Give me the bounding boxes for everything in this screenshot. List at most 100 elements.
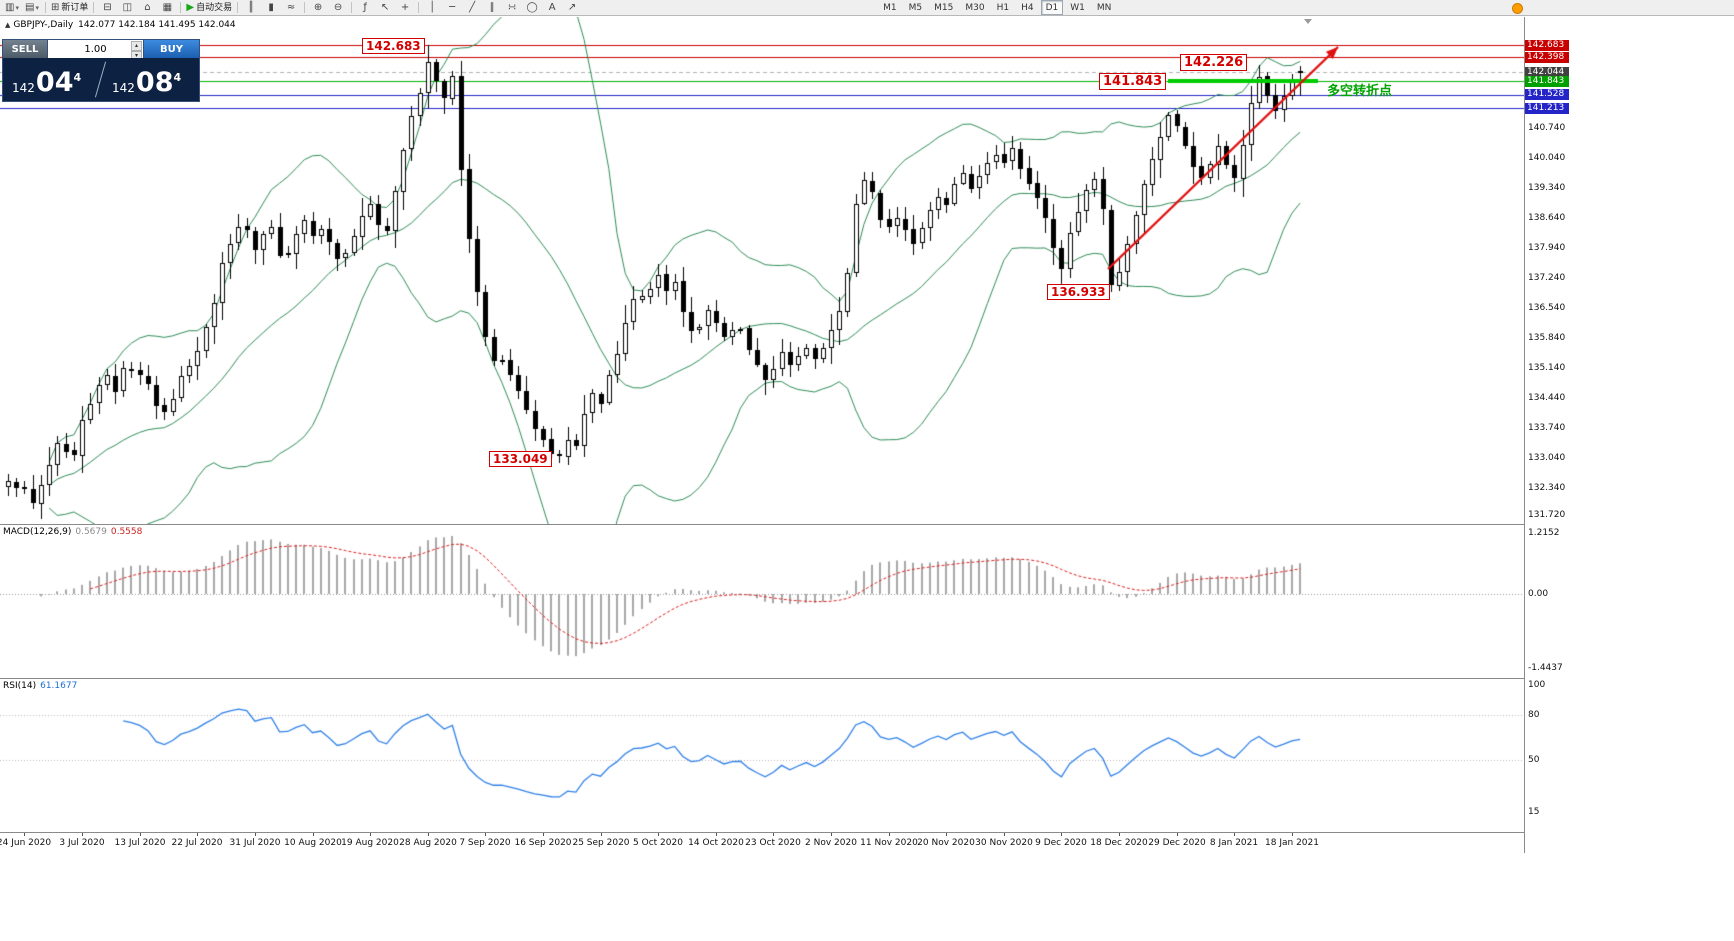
macd-panel[interactable] xyxy=(0,525,1524,678)
lot-increase-button[interactable]: ▴ xyxy=(131,41,142,51)
profiles-button[interactable]: ▤ ▾ xyxy=(22,1,42,15)
fibonacci-button[interactable]: ∺ xyxy=(502,1,522,15)
chevron-down-icon: ▾ xyxy=(35,3,39,12)
toolbar-separator xyxy=(304,2,306,13)
date-tick xyxy=(889,833,890,836)
timeframe-button-w1[interactable]: W1 xyxy=(1070,2,1085,13)
rsi-axis-label: 50 xyxy=(1528,754,1540,765)
ask-price-big: 08 xyxy=(135,67,174,98)
price-axis-label: 138.640 xyxy=(1528,213,1566,224)
bar-chart-icon: ║ xyxy=(248,1,255,13)
price-axis-label: 134.440 xyxy=(1528,393,1566,404)
price-label-recent-high[interactable]: 142.226 xyxy=(1180,54,1248,71)
main-chart[interactable] xyxy=(0,17,1524,524)
vertical-line-button[interactable]: │ xyxy=(422,1,442,15)
lot-size-field[interactable]: 1.00 ▴ ▾ xyxy=(47,40,144,61)
date-tick xyxy=(1177,833,1178,836)
panel-separator[interactable] xyxy=(0,832,1568,833)
date-tick xyxy=(197,833,198,836)
crosshair-button[interactable]: + xyxy=(395,1,415,15)
date-axis-label: 25 Sep 2020 xyxy=(572,838,630,848)
timeframe-button-h1[interactable]: H1 xyxy=(996,2,1010,13)
rsi-axis-label: 100 xyxy=(1528,679,1546,690)
price-axis[interactable]: 140.740 140.040 139.340 138.640 137.940 137.2… xyxy=(1524,17,1569,853)
price-label-swing-low[interactable]: 136.933 xyxy=(1047,284,1110,300)
new-chart-button[interactable]: ▥ ▾ xyxy=(2,1,22,15)
cursor-icon: ↖ xyxy=(380,1,390,13)
bid-price-big: 04 xyxy=(35,67,74,98)
terminal-icon: ▦ xyxy=(162,1,173,13)
buy-button[interactable]: BUY xyxy=(144,40,199,58)
channel-button[interactable]: ∥ xyxy=(482,1,502,15)
bid-price-pip: 4 xyxy=(73,71,82,84)
date-tick xyxy=(601,833,602,836)
rsi-panel[interactable] xyxy=(0,679,1524,832)
ask-price: 142 08 4 xyxy=(99,58,199,101)
navigator-button[interactable]: ⌂ xyxy=(137,1,157,15)
new-order-button[interactable]: ⊞ 新订单 xyxy=(49,1,90,15)
toolbar-separator xyxy=(351,2,353,13)
bar-chart-button[interactable]: ║ xyxy=(241,1,261,15)
timeframe-button-m30[interactable]: M30 xyxy=(965,2,985,13)
date-axis-label: 11 Nov 2020 xyxy=(860,838,918,848)
panel-separator[interactable] xyxy=(0,524,1568,525)
data-window-icon: ◫ xyxy=(122,1,133,13)
price-axis-label: 137.940 xyxy=(1528,243,1566,254)
channel-icon: ∥ xyxy=(489,1,495,13)
price-axis-label: 140.740 xyxy=(1528,123,1566,134)
timeframe-button-mn[interactable]: MN xyxy=(1096,2,1112,13)
timeframe-button-m1[interactable]: M1 xyxy=(883,2,897,13)
price-label-peak[interactable]: 142.683 xyxy=(362,38,425,54)
date-axis-label: 3 Jul 2020 xyxy=(59,838,105,848)
trendline-icon: ╱ xyxy=(469,1,476,13)
candle-chart-button[interactable]: ▮ xyxy=(261,1,281,15)
timeframe-button-m15[interactable]: M15 xyxy=(934,2,954,13)
panel-separator[interactable] xyxy=(0,678,1568,679)
text-button[interactable]: A xyxy=(542,1,562,15)
toolbar-separator xyxy=(93,2,95,13)
date-tick xyxy=(1004,833,1005,836)
indicators-button[interactable]: ƒ xyxy=(355,1,375,15)
timeframe-button-d1[interactable]: D1 xyxy=(1040,0,1064,15)
ellipse-button[interactable]: ◯ xyxy=(522,1,542,15)
price-label-support[interactable]: 141.843 xyxy=(1099,73,1167,90)
data-window-button[interactable]: ◫ xyxy=(117,1,137,15)
cursor-button[interactable]: ↖ xyxy=(375,1,395,15)
trendline-button[interactable]: ╱ xyxy=(462,1,482,15)
date-tick xyxy=(140,833,141,836)
date-axis-label: 2 Nov 2020 xyxy=(805,838,857,848)
toolbar-separator xyxy=(45,2,46,13)
ellipse-icon: ◯ xyxy=(526,1,538,13)
date-axis[interactable]: 24 Jun 2020 3 Jul 2020 13 Jul 2020 22 Jul 2… xyxy=(0,833,1524,853)
market-watch-button[interactable]: ⊟ xyxy=(97,1,117,15)
price-axis-label: 135.140 xyxy=(1528,363,1566,374)
timeframe-button-m5[interactable]: M5 xyxy=(908,2,923,13)
line-chart-icon: ≈ xyxy=(286,1,296,13)
price-axis-label: 133.040 xyxy=(1528,453,1566,464)
date-axis-label: 5 Oct 2020 xyxy=(633,838,683,848)
lot-size-value[interactable]: 1.00 xyxy=(84,43,107,55)
macd-label: MACD(12,26,9) 0.5679 0.5558 xyxy=(3,527,142,537)
date-axis-label: 20 Nov 2020 xyxy=(917,838,975,848)
line-chart-button[interactable]: ≈ xyxy=(281,1,301,15)
horizontal-line-icon: ─ xyxy=(449,1,456,13)
turning-point-text[interactable]: 多空转折点 xyxy=(1327,84,1393,99)
date-axis-label: 10 Aug 2020 xyxy=(284,838,342,848)
zoom-out-button[interactable]: ⊖ xyxy=(328,1,348,15)
price-label-bottom[interactable]: 133.049 xyxy=(489,451,552,467)
autotrading-button[interactable]: ▶ 自动交易 xyxy=(184,1,234,15)
arrow-tool-button[interactable]: ↗ xyxy=(562,1,582,15)
zoom-in-button[interactable]: ⊕ xyxy=(308,1,328,15)
timeframe-button-h4[interactable]: H4 xyxy=(1021,2,1034,13)
chart-shift-marker[interactable] xyxy=(1304,19,1312,24)
sell-button[interactable]: SELL xyxy=(3,40,47,58)
date-tick xyxy=(1061,833,1062,836)
price-axis-label: 131.720 xyxy=(1528,509,1566,520)
bid-price: 142 04 4 xyxy=(3,58,99,101)
horizontal-line-button[interactable]: ─ xyxy=(442,1,462,15)
terminal-button[interactable]: ▦ xyxy=(157,1,177,15)
date-axis-label: 29 Dec 2020 xyxy=(1148,838,1206,848)
alert-icon[interactable] xyxy=(1512,3,1523,14)
price-axis-label: 133.740 xyxy=(1528,423,1566,434)
price-tag: 141.843 xyxy=(1525,75,1569,87)
